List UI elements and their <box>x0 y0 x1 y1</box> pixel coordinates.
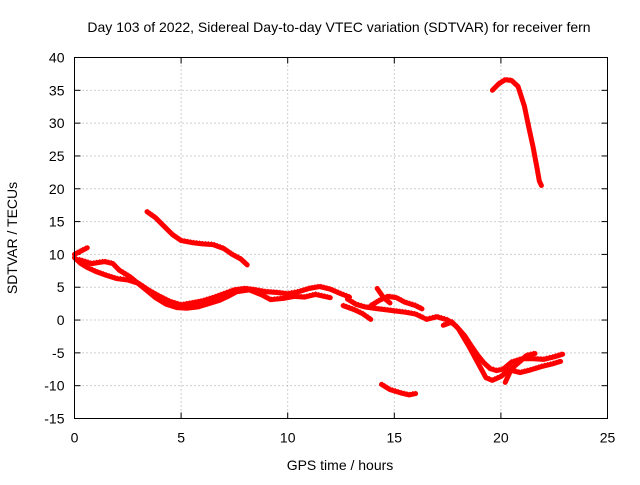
y-tick-label: 5 <box>57 279 65 295</box>
y-tick-label: 25 <box>49 148 65 164</box>
x-tick-label: 0 <box>71 430 79 446</box>
series-track-descent-c <box>502 351 538 385</box>
tick-layer: -15 -10 -5 0 5 10 15 20 25 30 35 40 0 5 10 15 20 25 <box>44 50 615 446</box>
grid-layer <box>74 57 608 419</box>
y-tick-label: 35 <box>49 82 65 98</box>
series-track-main-b-band <box>78 256 331 308</box>
y-tick-label: 0 <box>57 312 65 328</box>
y-tick-label: -5 <box>52 345 65 361</box>
y-tick-label: 30 <box>49 115 65 131</box>
series-track-main-a-band <box>73 254 350 304</box>
series-track-spike-b <box>374 286 393 306</box>
chart-title: Day 103 of 2022, Sidereal Day-to-day VTE… <box>87 19 590 35</box>
series-track-main-b <box>76 257 333 311</box>
y-tick-label: 15 <box>49 214 65 230</box>
series-track-early-spike <box>72 245 90 257</box>
series-track-top-right <box>489 77 544 188</box>
x-tick-label: 25 <box>600 430 616 446</box>
series-track-middle <box>344 296 427 321</box>
series-track-top-right-band <box>491 76 543 184</box>
series-track-bump-band <box>370 293 423 308</box>
x-tick-label: 10 <box>280 430 296 446</box>
series-track-descent-band <box>426 313 563 370</box>
series-track-lower-small <box>379 381 419 398</box>
x-axis-label: GPS time / hours <box>287 457 394 473</box>
series-track-spike-b-band <box>376 285 391 302</box>
series-track-early-spike-band <box>74 244 88 254</box>
series-track-descent-b-band <box>442 318 561 380</box>
y-tick-label: 40 <box>49 50 65 66</box>
y-tick-label: -10 <box>44 378 64 394</box>
y-tick-label: 20 <box>49 181 65 197</box>
x-tick-label: 5 <box>177 430 185 446</box>
y-tick-label: -15 <box>44 411 64 427</box>
series-track-lower-small-band <box>380 381 416 394</box>
series-track-middle-b <box>340 303 374 322</box>
series-layer <box>72 76 566 398</box>
y-axis-label: SDTVAR / TECUs <box>4 182 20 294</box>
x-tick-label: 15 <box>387 430 403 446</box>
series-track-bump <box>368 293 425 312</box>
series-track-descent-b <box>440 319 564 383</box>
plot-frame <box>74 57 608 419</box>
x-tick-label: 20 <box>493 430 509 446</box>
y-tick-label: 10 <box>49 246 65 262</box>
series-track-upper <box>144 209 250 268</box>
series-track-main-a <box>72 255 352 308</box>
